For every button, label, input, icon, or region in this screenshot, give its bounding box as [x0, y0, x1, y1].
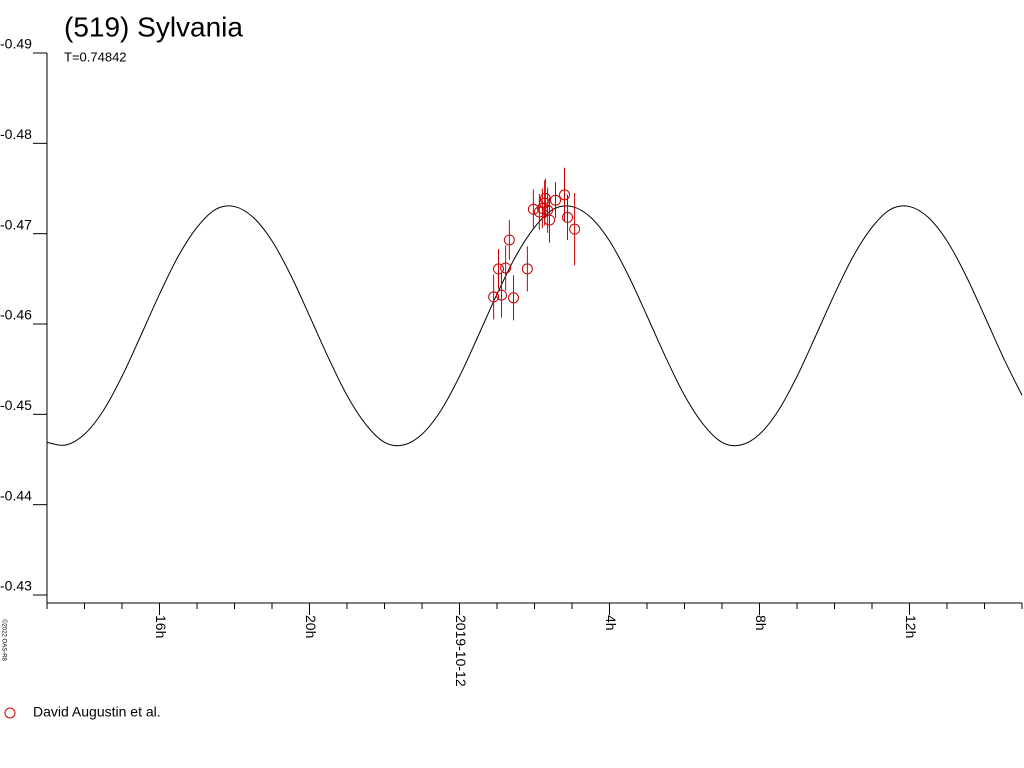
x-tick-label: 2019-10-12 — [453, 615, 469, 687]
chart-title: (519) Sylvania — [64, 11, 243, 42]
legend-label: David Augustin et al. — [33, 704, 161, 720]
data-point — [503, 234, 515, 246]
y-tick-label: -0.49 — [0, 36, 32, 52]
data-point — [539, 197, 551, 209]
y-tick-label: -0.47 — [0, 216, 32, 232]
x-tick-label: 16h — [153, 615, 169, 638]
data-point — [508, 292, 519, 304]
data-point — [527, 203, 539, 215]
data-point — [550, 194, 561, 206]
credit: ©2022 OAS-R8 — [0, 619, 7, 661]
y-tick-label: -0.45 — [0, 397, 32, 413]
x-tick-label: 12h — [903, 615, 919, 638]
data-point — [521, 263, 533, 275]
model-curve — [46, 205, 1023, 447]
data-point — [559, 189, 570, 201]
y-tick-label: -0.44 — [0, 487, 32, 503]
data-point — [536, 202, 548, 214]
y-tick-label: -0.48 — [0, 126, 32, 142]
data-point — [544, 214, 555, 226]
x-tick-label: 4h — [603, 615, 619, 631]
x-tick-label: 8h — [753, 615, 769, 631]
chart-subtitle: T=0.74842 — [64, 49, 127, 64]
data-point — [488, 291, 500, 303]
legend-marker — [4, 707, 16, 719]
y-tick-label: -0.46 — [0, 307, 32, 323]
y-tick-label: -0.43 — [0, 578, 32, 594]
data-point — [562, 211, 573, 223]
data-point — [496, 289, 507, 301]
data-point — [533, 206, 545, 218]
data-point — [493, 263, 504, 275]
data-point — [569, 223, 581, 235]
x-tick-label: 20h — [303, 615, 319, 638]
data-point — [500, 262, 512, 274]
